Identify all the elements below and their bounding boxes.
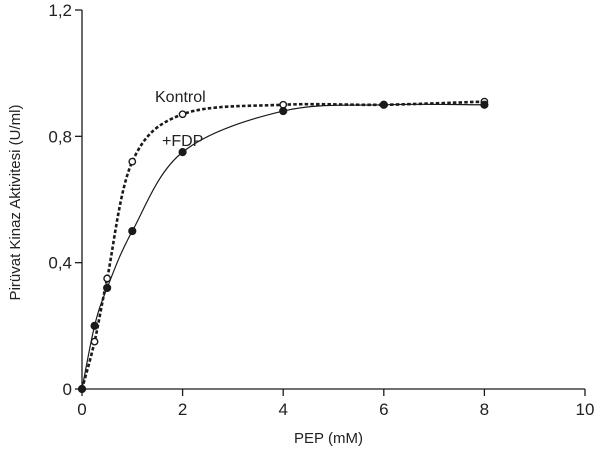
x-tick-label: 10 (576, 400, 595, 419)
x-tick-label: 6 (379, 400, 388, 419)
x-axis-title: PEP (mM) (294, 430, 363, 447)
y-tick-label: 0,4 (48, 254, 72, 273)
fdp-data-point (128, 226, 137, 236)
fdp-data-point (103, 283, 112, 293)
kontrol-data-point (90, 337, 99, 346)
kontrol-series-label: Kontrol (155, 89, 206, 106)
fdp-series-label: +FDP (162, 133, 203, 150)
axes: 0 2 4 6 8 10 0 0,4 0,8 1,2 (48, 1, 594, 419)
x-tick-label: 8 (480, 400, 489, 419)
x-tick-label: 0 (77, 400, 86, 419)
y-tick-label: 0,8 (48, 127, 72, 146)
fdp-data-point (480, 100, 489, 109)
x-tick-label: 2 (178, 400, 187, 419)
y-tick-label: 0 (63, 380, 72, 399)
kontrol-data-point (128, 157, 137, 166)
fdp-data-point (90, 321, 99, 330)
kontrol-series-line (80, 100, 485, 390)
fdp-series-line (81, 103, 485, 390)
x-tick-label: 4 (278, 400, 287, 419)
y-axis-title: Pirüvat Kinaz Aktivitesi (U/ml) (7, 105, 24, 301)
fdp-data-point (178, 148, 187, 157)
fdp-data-point (77, 384, 87, 394)
labels: PEP (mM) Pirüvat Kinaz Aktivitesi (U/ml)… (7, 89, 363, 447)
kontrol-data-point (178, 110, 187, 119)
plot-area (77, 97, 489, 394)
kontrol-data-point (103, 274, 112, 283)
fdp-data-point (279, 106, 288, 116)
fdp-data-point (379, 100, 388, 109)
y-tick-label: 1,2 (48, 1, 72, 20)
